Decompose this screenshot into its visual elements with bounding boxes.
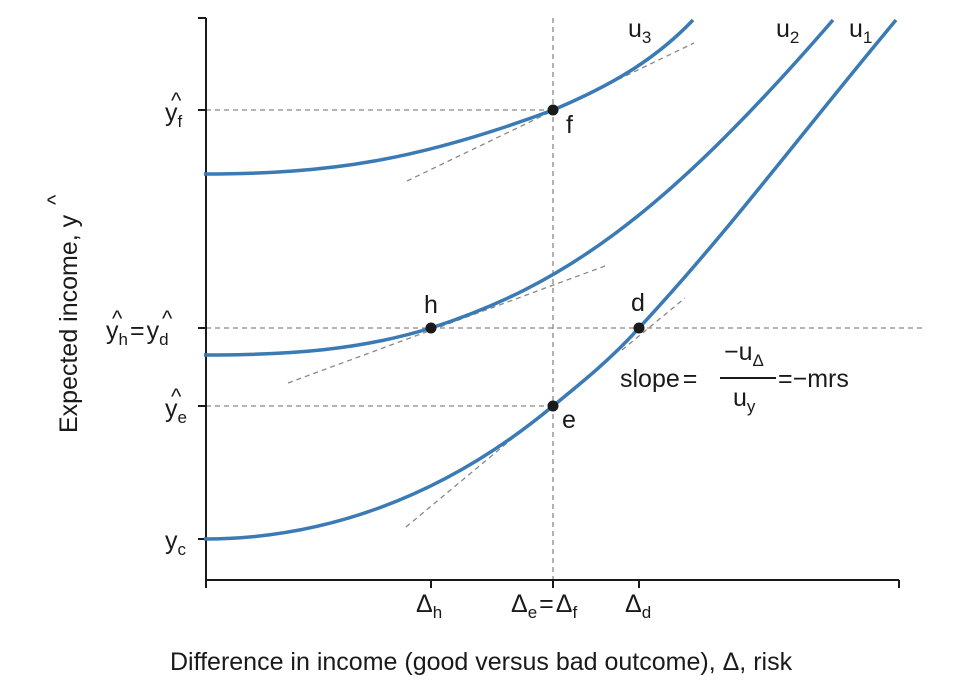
curve-u1 <box>203 18 898 541</box>
curve-u2 <box>203 18 835 357</box>
curve-label-u1: u1 <box>849 15 872 47</box>
x-tick-label-def: Δe=Δf <box>511 590 577 622</box>
svg-text:ye: ye <box>165 395 187 427</box>
svg-text:uy: uy <box>733 384 756 416</box>
svg-text:^: ^ <box>171 88 182 113</box>
y-axis-title: Expected income, y ^ <box>43 194 83 433</box>
svg-text:^: ^ <box>43 194 68 205</box>
point-f <box>547 104 559 116</box>
point-e <box>547 400 559 412</box>
tangent-at-h <box>287 265 606 384</box>
svg-text:^: ^ <box>171 384 182 409</box>
point-label-h: h <box>424 291 438 319</box>
point-d <box>633 322 645 334</box>
y-tick-label-yc: yc <box>165 527 187 559</box>
svg-text:−uΔ: −uΔ <box>724 338 764 370</box>
y-tick-label-yf: ^ yf <box>165 88 183 131</box>
y-tick-label-ye: ^ ye <box>165 384 187 427</box>
tangent-at-f <box>406 42 695 182</box>
svg-text:=−mrs: =−mrs <box>778 365 849 393</box>
slope-annotation: slope = −uΔ uy =−mrs <box>620 338 849 416</box>
svg-text:yf: yf <box>165 99 183 131</box>
x-tick-label-dd: Δd <box>625 590 651 622</box>
x-axis-title: Difference in income (good versus bad ou… <box>170 648 793 676</box>
point-label-f: f <box>566 111 573 139</box>
svg-text:yh=yd: yh=yd <box>106 317 169 349</box>
tangent-at-d <box>621 297 686 351</box>
point-h <box>425 322 437 334</box>
curve-label-u2: u2 <box>776 15 799 47</box>
curve-u3 <box>203 18 695 176</box>
point-label-e: e <box>562 406 576 434</box>
svg-text:slope=: slope = <box>620 365 697 393</box>
y-tick-label-yhd: ^ ^ yh=yd <box>106 306 173 349</box>
svg-text:Expected income, y: Expected income, y <box>55 214 83 433</box>
svg-text:^: ^ <box>112 306 123 331</box>
x-tick-label-dh: Δh <box>416 590 442 622</box>
curve-label-u3: u3 <box>628 15 651 47</box>
svg-text:^: ^ <box>162 306 173 331</box>
point-label-d: d <box>631 289 645 317</box>
